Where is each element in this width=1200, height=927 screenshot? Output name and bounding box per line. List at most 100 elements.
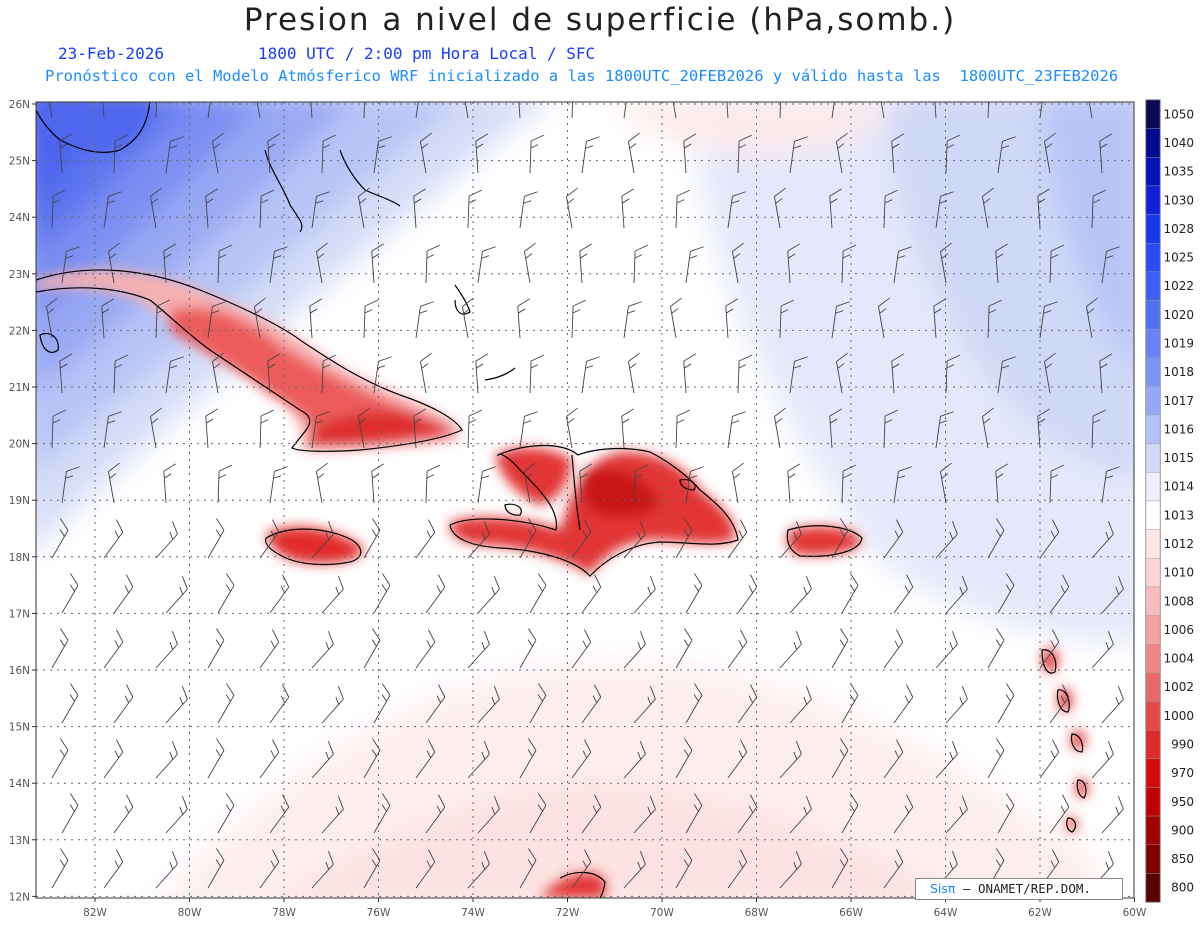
- wind-barb: [571, 519, 592, 559]
- wind-barb: [519, 518, 537, 559]
- wind-barb: [987, 738, 1005, 779]
- wind-barb: [321, 134, 336, 174]
- colorbar-swatch: [1145, 243, 1161, 273]
- wind-barb: [462, 297, 474, 339]
- lon-label: 62W: [1028, 907, 1052, 919]
- wind-barb: [727, 739, 748, 779]
- colorbar-label: 970: [1171, 766, 1194, 780]
- wind-barb: [581, 574, 602, 614]
- wind-barb: [467, 850, 490, 889]
- wind-barb: [1101, 575, 1124, 614]
- lat-label: 26N: [9, 99, 30, 111]
- model-run-info: Pronóstico con el Modelo Atmósferico WRF…: [45, 67, 1119, 85]
- wind-barb: [893, 466, 912, 504]
- wind-barbs: [46, 102, 1124, 889]
- wind-barb: [413, 408, 427, 449]
- wind-barb: [623, 740, 646, 779]
- wind-barb: [311, 191, 330, 229]
- longitude-labels: 82W 80W 78W 76W 74W 72W 70W 68W 66W 64W 62W 60W: [83, 907, 1147, 919]
- wind-barb: [1091, 189, 1106, 229]
- wind-barb: [779, 630, 802, 669]
- wind-barb: [940, 242, 952, 284]
- wind-barb: [935, 411, 954, 449]
- wind-barb: [685, 683, 703, 724]
- wind-barb: [113, 134, 128, 174]
- wind-barb: [732, 462, 744, 504]
- lat-label: 20N: [9, 439, 30, 451]
- colorbar-label: 1018: [1163, 365, 1194, 379]
- colorbar-label: 1025: [1163, 251, 1194, 265]
- wind-barb: [321, 575, 344, 614]
- wind-barb: [621, 408, 635, 449]
- lon-label: 66W: [839, 907, 863, 919]
- wind-barb: [727, 629, 748, 669]
- wind-barb: [893, 684, 914, 724]
- graticule: [36, 102, 1134, 898]
- valid-date: 23-Feb-2026: [58, 44, 164, 63]
- colorbar-swatch: [1145, 185, 1161, 215]
- wind-barb: [789, 685, 812, 724]
- wind-barb: [935, 191, 954, 229]
- colorbar-swatch: [1145, 443, 1161, 473]
- colorbar-label: 1030: [1163, 193, 1194, 207]
- lat-label: 14N: [9, 778, 30, 790]
- colorbar-label: 1014: [1163, 480, 1194, 494]
- colorbar-label: 1015: [1163, 451, 1194, 465]
- wind-barb: [415, 739, 436, 779]
- wind-barb: [1091, 630, 1114, 669]
- colorbar-swatch: [1145, 300, 1161, 330]
- wind-barb: [207, 518, 225, 559]
- wind-barb: [467, 630, 490, 669]
- wind-barb: [61, 683, 79, 724]
- wind-barb: [997, 793, 1015, 834]
- wind-barb: [935, 520, 958, 559]
- colorbar-label: 1028: [1163, 222, 1194, 236]
- lat-label: 18N: [9, 552, 30, 564]
- wind-barb: [935, 740, 958, 779]
- wind-barb: [633, 795, 656, 834]
- wind-barb: [774, 407, 786, 449]
- wind-barb: [566, 187, 578, 229]
- wind-barb: [727, 519, 748, 559]
- wind-barb: [311, 850, 334, 889]
- wind-barb: [1101, 246, 1120, 284]
- wind-barb: [165, 136, 184, 174]
- wind-barb: [831, 848, 849, 889]
- wind-barb: [571, 629, 592, 669]
- colorbar-label: 1010: [1163, 566, 1194, 580]
- wind-barb: [774, 187, 786, 229]
- wind-barb: [841, 573, 859, 614]
- wind-barb: [529, 793, 547, 834]
- wind-barb: [831, 518, 849, 559]
- wind-barb: [519, 628, 537, 669]
- colorbar-label: 1000: [1163, 709, 1194, 723]
- colorbar-label: 1022: [1163, 279, 1194, 293]
- wind-barb: [420, 352, 432, 394]
- colorbar-label: 800: [1171, 881, 1194, 895]
- wind-barb: [633, 575, 656, 614]
- wind-barb: [321, 685, 344, 724]
- wind-barb: [524, 242, 536, 284]
- wind-barb: [982, 407, 994, 449]
- wind-barb: [737, 794, 758, 834]
- credit-brand: Sisπ: [930, 881, 956, 896]
- wind-barb: [841, 244, 856, 284]
- wind-barb: [519, 191, 538, 229]
- wind-barb: [675, 518, 693, 559]
- coastlines: [36, 102, 1087, 898]
- wind-barb: [475, 353, 489, 394]
- wind-barb: [1049, 244, 1064, 284]
- wind-barb: [51, 189, 66, 229]
- wind-barb: [725, 298, 739, 339]
- colorbar-label: 850: [1171, 852, 1194, 866]
- wind-barb: [207, 848, 225, 889]
- wind-barb: [425, 464, 440, 504]
- wind-barb: [358, 187, 370, 229]
- wind-barb: [415, 519, 436, 559]
- wind-barb: [259, 739, 280, 779]
- wind-barb: [363, 738, 381, 779]
- wind-barb: [945, 685, 968, 724]
- wind-barb: [415, 849, 436, 889]
- wind-barb: [519, 411, 538, 449]
